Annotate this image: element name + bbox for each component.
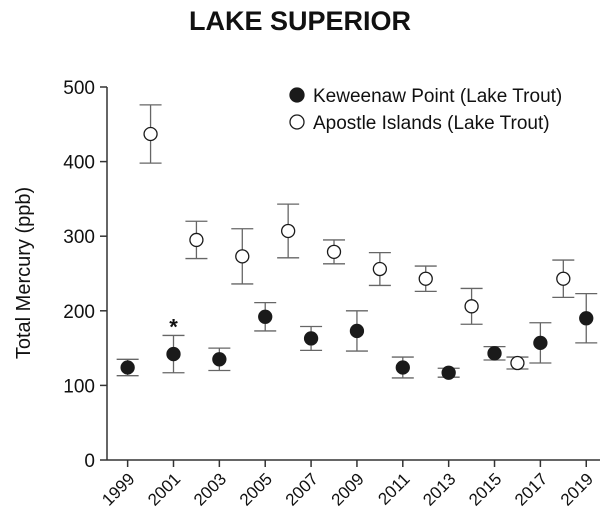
point xyxy=(533,335,548,351)
point xyxy=(143,126,158,142)
point xyxy=(280,223,296,239)
legend-label: Keweenaw Point (Lake Trout) xyxy=(313,86,562,107)
point xyxy=(303,331,319,346)
x-tick-label: 2001 xyxy=(144,469,184,509)
y-tick-label: 400 xyxy=(63,153,95,174)
y-tick-label: 300 xyxy=(63,227,95,248)
x-tick-label: 2011 xyxy=(374,469,413,508)
point xyxy=(235,249,250,264)
point xyxy=(395,360,410,375)
y-axis-label: Total Mercury (ppb) xyxy=(13,187,35,359)
legend-marker xyxy=(289,87,305,103)
x-tick-label: 2013 xyxy=(419,469,459,509)
y-tick-label: 200 xyxy=(63,302,95,323)
x-tick-label: 2007 xyxy=(282,469,322,509)
point xyxy=(487,346,502,361)
point xyxy=(510,355,525,371)
point xyxy=(120,360,135,375)
point xyxy=(418,271,433,286)
point xyxy=(556,271,571,286)
x-tick-label: 2017 xyxy=(511,469,551,509)
legend-marker xyxy=(289,114,305,130)
point xyxy=(258,309,273,324)
x-tick-label: 2005 xyxy=(236,469,276,509)
chart-title: LAKE SUPERIOR xyxy=(189,6,411,36)
point xyxy=(189,232,204,248)
annotation: * xyxy=(169,314,178,339)
y-tick-label: 100 xyxy=(63,376,95,397)
y-tick-label: 0 xyxy=(84,451,95,472)
x-tick-label: 2015 xyxy=(465,469,505,509)
x-tick-label: 1999 xyxy=(98,469,138,509)
point xyxy=(349,323,365,339)
point xyxy=(212,352,227,367)
point xyxy=(464,299,479,314)
point xyxy=(441,365,456,380)
point xyxy=(579,311,594,326)
x-tick-label: 2009 xyxy=(328,469,368,509)
y-tick-label: 500 xyxy=(63,78,95,99)
point xyxy=(372,261,388,277)
point xyxy=(166,346,181,362)
x-tick-label: 2003 xyxy=(190,469,230,509)
legend-label: Apostle Islands (Lake Trout) xyxy=(313,113,550,134)
x-tick-label: 2019 xyxy=(557,469,597,509)
point xyxy=(326,244,342,260)
